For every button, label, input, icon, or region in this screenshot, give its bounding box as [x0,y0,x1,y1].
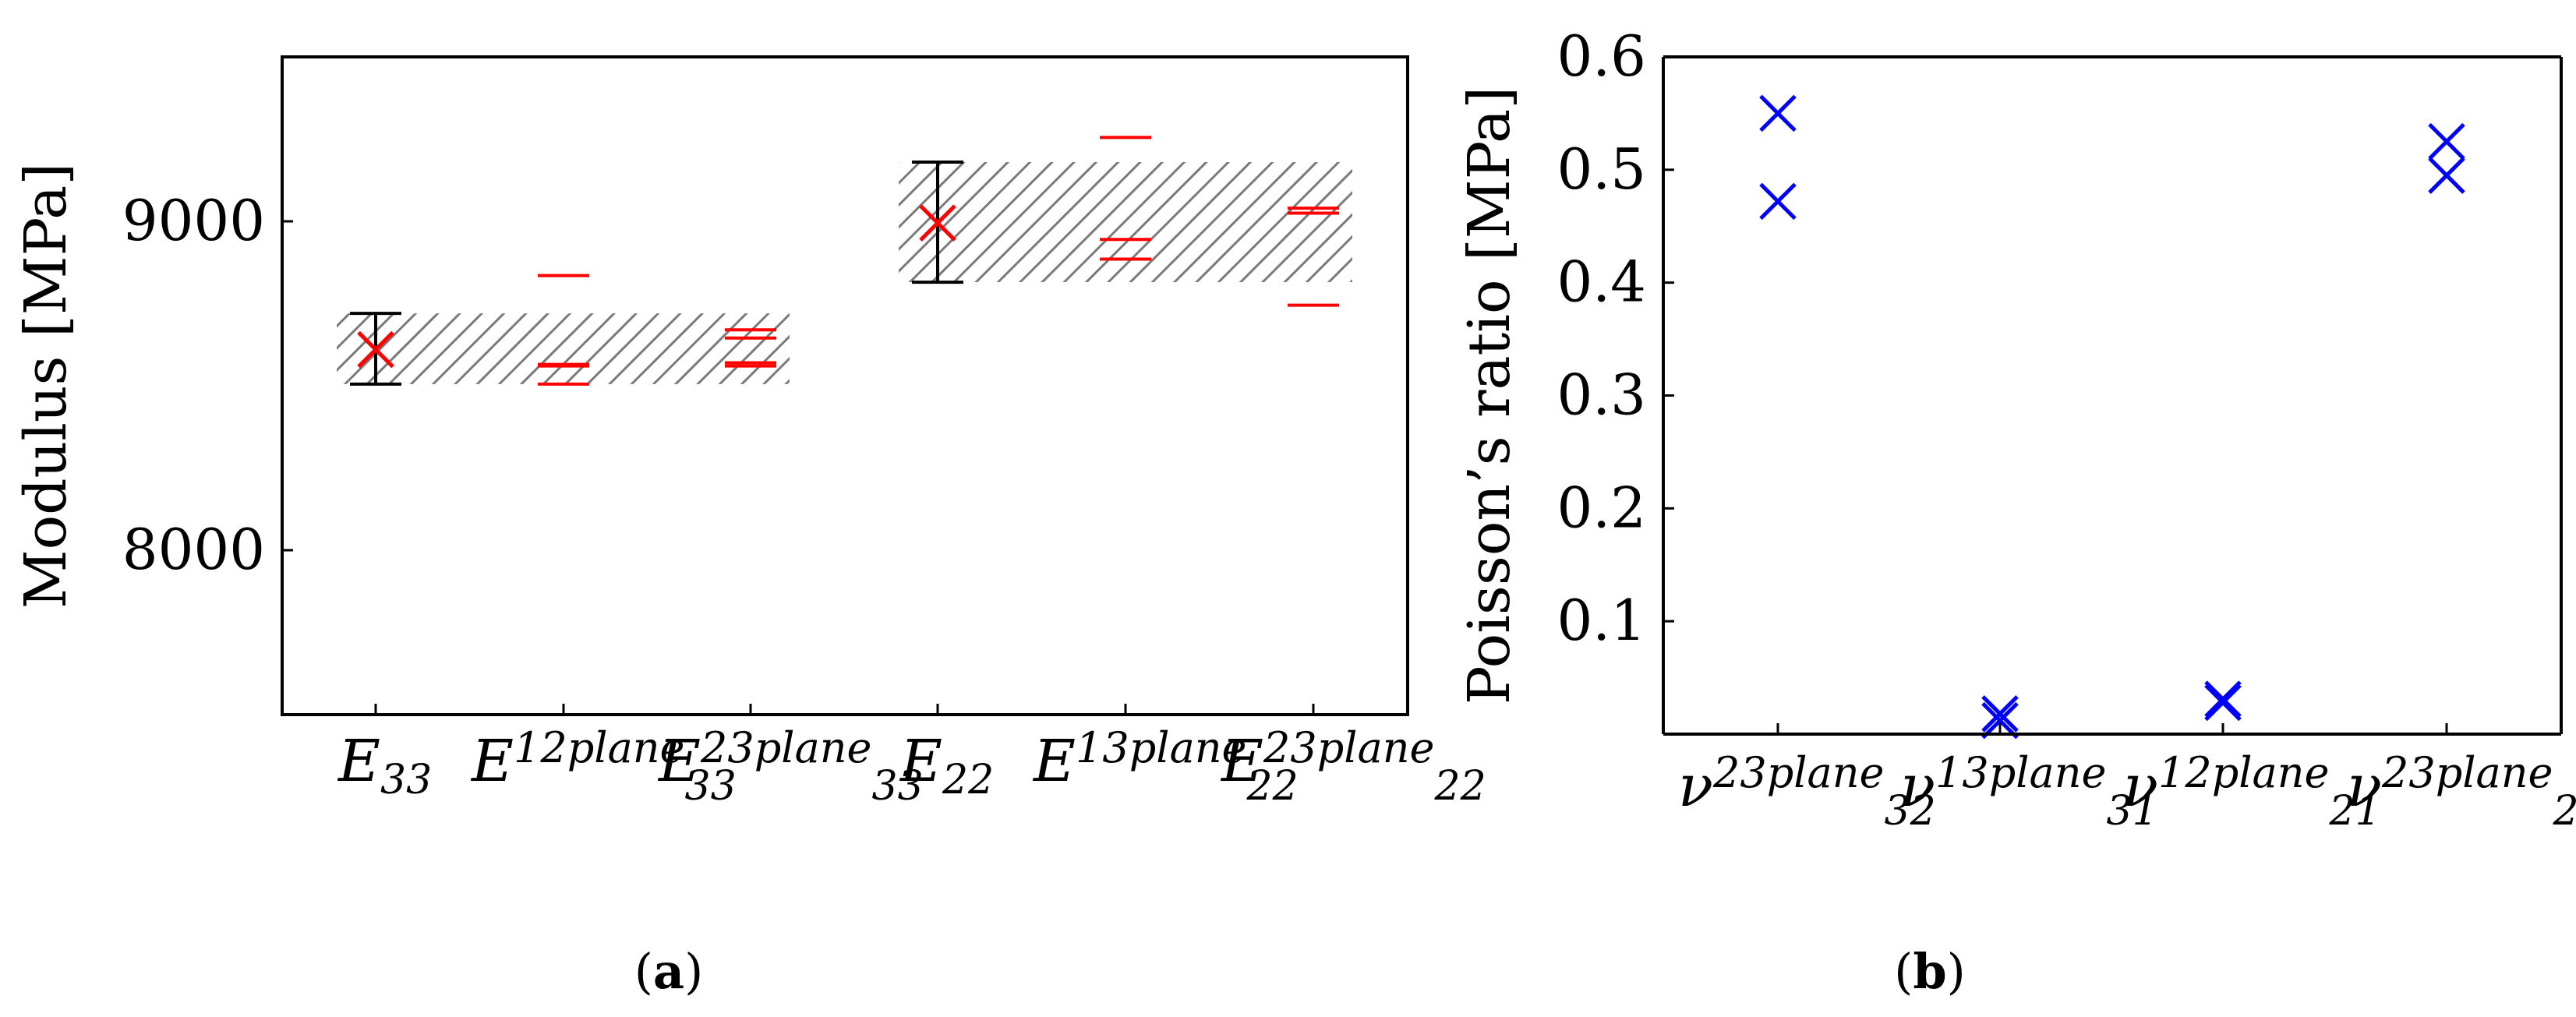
data-point-b-3 [1981,701,2019,740]
mean-marker-1 [919,204,956,242]
y-tick-label-b-0: 0.1 [1557,588,1646,653]
caption-paren-close-a: ) [684,943,703,1000]
y-tick-label-b-1: 0.2 [1557,475,1646,540]
hatch-band-1 [899,162,1352,283]
x-tick-label-a-4-sub: 22 [1246,763,1299,810]
x-tick-label-b-1-sup: 13plane [1935,748,2106,797]
caption-letter-b: b [1913,943,1946,1000]
axes-b [1662,55,2563,736]
x-tick-label-a-5: E23plane22 [1220,723,1486,810]
plot-frame-a [281,55,1409,716]
data-point-b-0 [1759,94,1797,132]
x-tick-label-a-2: E23plane33 [657,723,924,810]
x-tick-label-a-4-sup: 13plane [1076,723,1246,772]
y-axis-b: 0.1 0.2 0.3 0.4 0.5 0.6 [1557,23,1674,653]
mean-marker-1-stroke-2 [919,204,956,242]
data-point-b-7 [2428,157,2465,194]
bands-a [337,162,1352,384]
data-point-b-6 [2428,122,2465,161]
y-axis-label-b: Poisson’s ratio [MPa] [1456,87,1523,704]
data-point-b-0-stroke-2 [1759,94,1797,132]
y-tick-label-b-4: 0.5 [1557,136,1646,202]
y-tick-label-a-0: 8000 [122,517,265,582]
chart-b: 0.10.20.30.40.50.6 ν23plane32ν13plane31ν… [1456,23,2576,1000]
hatch-band-0 [337,313,790,384]
x-tick-label-a-1-sup: 12plane [514,723,684,772]
x-tick-label-a-0-main: E [337,728,380,795]
x-tick-label-a-2-sub: 33 [872,763,924,810]
data-point-b-5-stroke-2 [2204,683,2242,722]
x-tick-label-a-5-main: E [1220,728,1263,795]
x-tick-label-b-0-sub: 32 [1884,788,1935,835]
x-axis-b: ν23plane32ν13plane31ν12plane21ν23plane23 [1678,723,2576,835]
panel-caption-b: (b) [1894,943,1966,1000]
y-axis-label-a: Modulus [MPa] [12,163,80,609]
data-point-b-5 [2204,683,2242,722]
x-tick-label-b-3-main: ν [2347,753,2382,820]
x-tick-label-a-2-sup: 23plane [700,723,871,772]
x-tick-label-b-1-main: ν [1900,753,1935,820]
caption-paren-open-b: ( [1894,943,1913,1000]
x-tick-label-b-3-sup: 23plane [2381,748,2553,797]
x-tick-label-b-1-sub: 31 [2106,788,2157,835]
data-point-b-7-stroke-2 [2428,157,2465,194]
x-tick-label-a-1: E12plane33 [470,723,737,810]
x-tick-label-b-1: ν13plane31 [1900,748,2158,835]
y-tick-label-b-5: 0.6 [1557,23,1646,89]
data-point-b-6-stroke-2 [2428,122,2465,161]
x-tick-label-a-1-main: E [470,728,514,795]
x-tick-label-b-0-sup: 23plane [1712,748,1884,797]
mean-marker-0 [357,330,394,369]
y-tick-label-b-2: 0.3 [1557,362,1646,428]
x-tick-label-a-4-main: E [1032,728,1076,795]
x-tick-label-a-3-main: E [899,728,942,795]
mean-marker-0-stroke-2 [357,330,394,369]
x-tick-label-a-3: E22 [899,728,994,803]
data-point-b-2-stroke-2 [1981,695,2019,733]
data-point-b-1 [1759,182,1797,221]
x-tick-label-a-0-sub: 33 [380,757,432,803]
x-tick-label-b-2-main: ν [2123,753,2158,820]
caption-paren-open-a: ( [634,943,653,1000]
x-tick-label-b-2: ν12plane21 [2123,748,2381,835]
x-tick-label-a-3-sub: 22 [942,757,994,803]
y-axis-a: 8000 9000 [122,188,293,582]
x-tick-label-a-1-sub: 33 [685,763,737,810]
y-tick-label-a-1: 9000 [122,188,265,253]
x-tick-label-a-5-sub: 22 [1434,763,1486,810]
x-tick-label-b-2-sup: 12plane [2158,748,2329,797]
x-tick-label-a-2-main: E [657,728,701,795]
x-tick-label-a-0: E33 [337,728,432,803]
data-point-b-4 [2204,680,2242,718]
data-point-b-2 [1981,695,2019,733]
panel-caption-a: (a) [634,943,704,1000]
caption-paren-close-b: ) [1947,943,1966,1000]
x-tick-label-a-4: E13plane22 [1032,723,1299,810]
x-tick-label-b-3-sub: 23 [2552,788,2576,835]
x-tick-label-b-2-sub: 21 [2328,788,2380,835]
caption-letter-a: a [653,943,684,1000]
x-tick-label-a-5-sup: 23plane [1263,723,1434,772]
marks-b [1759,94,2465,740]
data-point-b-1-stroke-2 [1759,182,1797,221]
y-tick-label-b-3: 0.4 [1557,249,1646,315]
x-tick-label-b-0: ν23plane32 [1678,748,1936,835]
marks-a [350,136,1339,386]
data-point-b-4-stroke-2 [2204,680,2242,718]
x-tick-label-b-0-main: ν [1678,753,1713,820]
x-tick-label-b-3: ν23plane23 [2347,748,2576,835]
data-point-b-3-stroke-2 [1981,701,2019,740]
